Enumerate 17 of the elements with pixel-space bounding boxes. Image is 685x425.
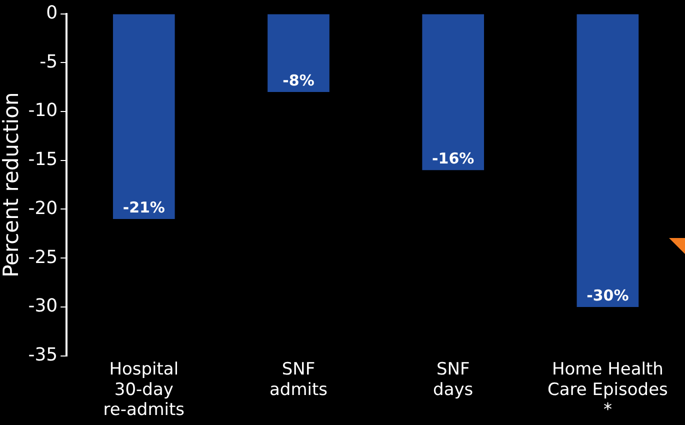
x-tick-label: SNF days: [433, 359, 474, 400]
y-tick-label: 0: [46, 2, 58, 24]
y-tick-label: -20: [28, 198, 58, 219]
data-label: -21%: [122, 198, 165, 216]
y-axis-title: Percent reduction: [0, 92, 24, 278]
x-tick-label: SNF admits: [269, 359, 328, 400]
y-tick-label: -15: [28, 149, 58, 170]
data-label: -30%: [586, 286, 629, 304]
y-tick-label: -5: [40, 51, 58, 72]
x-tick-label: Home Health Care Episodes *: [548, 359, 668, 420]
y-tick-label: -30: [28, 296, 58, 317]
x-tick-label: Hospital 30-day re-admits: [103, 359, 185, 420]
y-tick-label: -35: [28, 344, 58, 366]
data-label: -16%: [432, 150, 474, 168]
data-label: -8%: [282, 71, 314, 90]
y-tick-label: -25: [28, 246, 58, 268]
y-tick-label: -10: [28, 100, 58, 122]
